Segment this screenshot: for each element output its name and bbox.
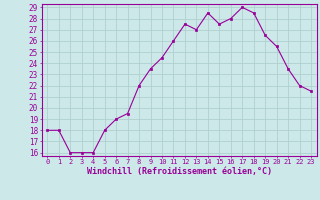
X-axis label: Windchill (Refroidissement éolien,°C): Windchill (Refroidissement éolien,°C) (87, 167, 272, 176)
